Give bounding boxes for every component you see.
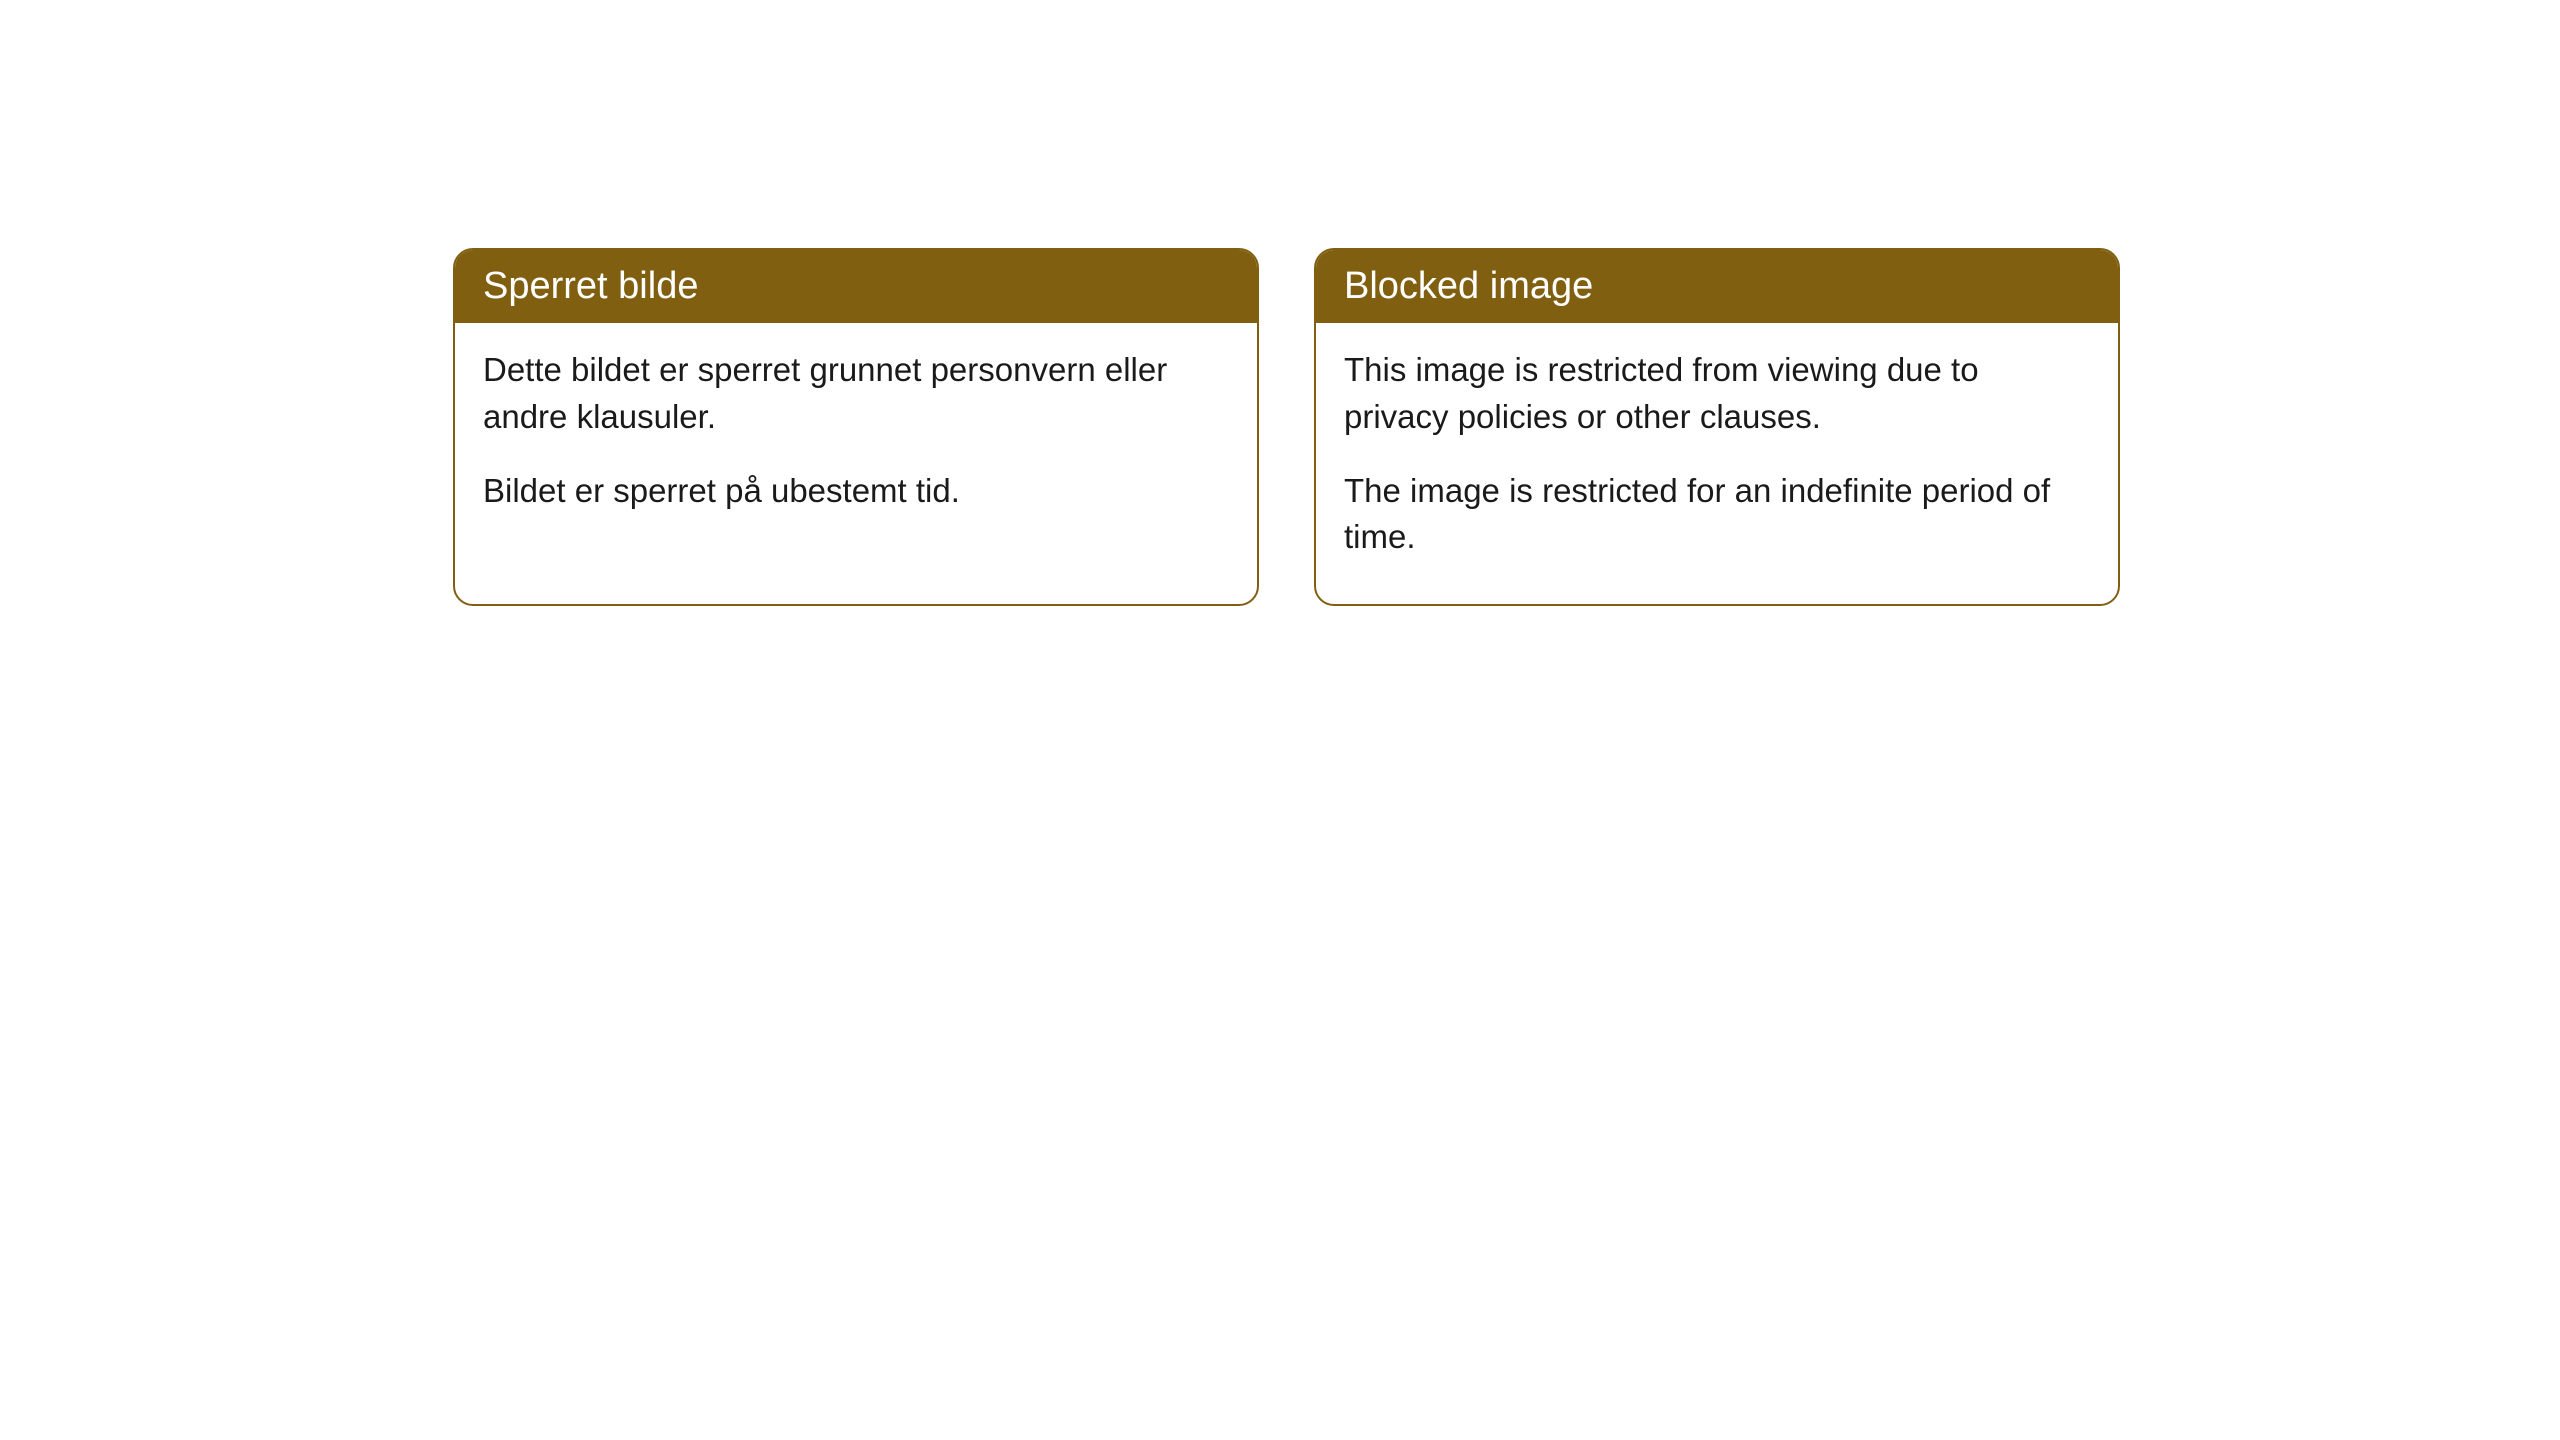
- card-paragraph1-en: This image is restricted from viewing du…: [1344, 347, 2090, 439]
- card-title-no: Sperret bilde: [483, 265, 698, 307]
- card-paragraph2-no: Bildet er sperret på ubestemt tid.: [483, 468, 1229, 514]
- card-header-en: Blocked image: [1316, 250, 2118, 323]
- notice-cards-container: Sperret bilde Dette bildet er sperret gr…: [453, 248, 2120, 606]
- card-paragraph2-en: The image is restricted for an indefinit…: [1344, 468, 2090, 560]
- card-header-no: Sperret bilde: [455, 250, 1257, 323]
- card-paragraph1-no: Dette bildet er sperret grunnet personve…: [483, 347, 1229, 439]
- blocked-image-card-en: Blocked image This image is restricted f…: [1314, 248, 2120, 606]
- card-body-no: Dette bildet er sperret grunnet personve…: [455, 323, 1257, 558]
- card-body-en: This image is restricted from viewing du…: [1316, 323, 2118, 604]
- card-title-en: Blocked image: [1344, 265, 1593, 307]
- blocked-image-card-no: Sperret bilde Dette bildet er sperret gr…: [453, 248, 1259, 606]
